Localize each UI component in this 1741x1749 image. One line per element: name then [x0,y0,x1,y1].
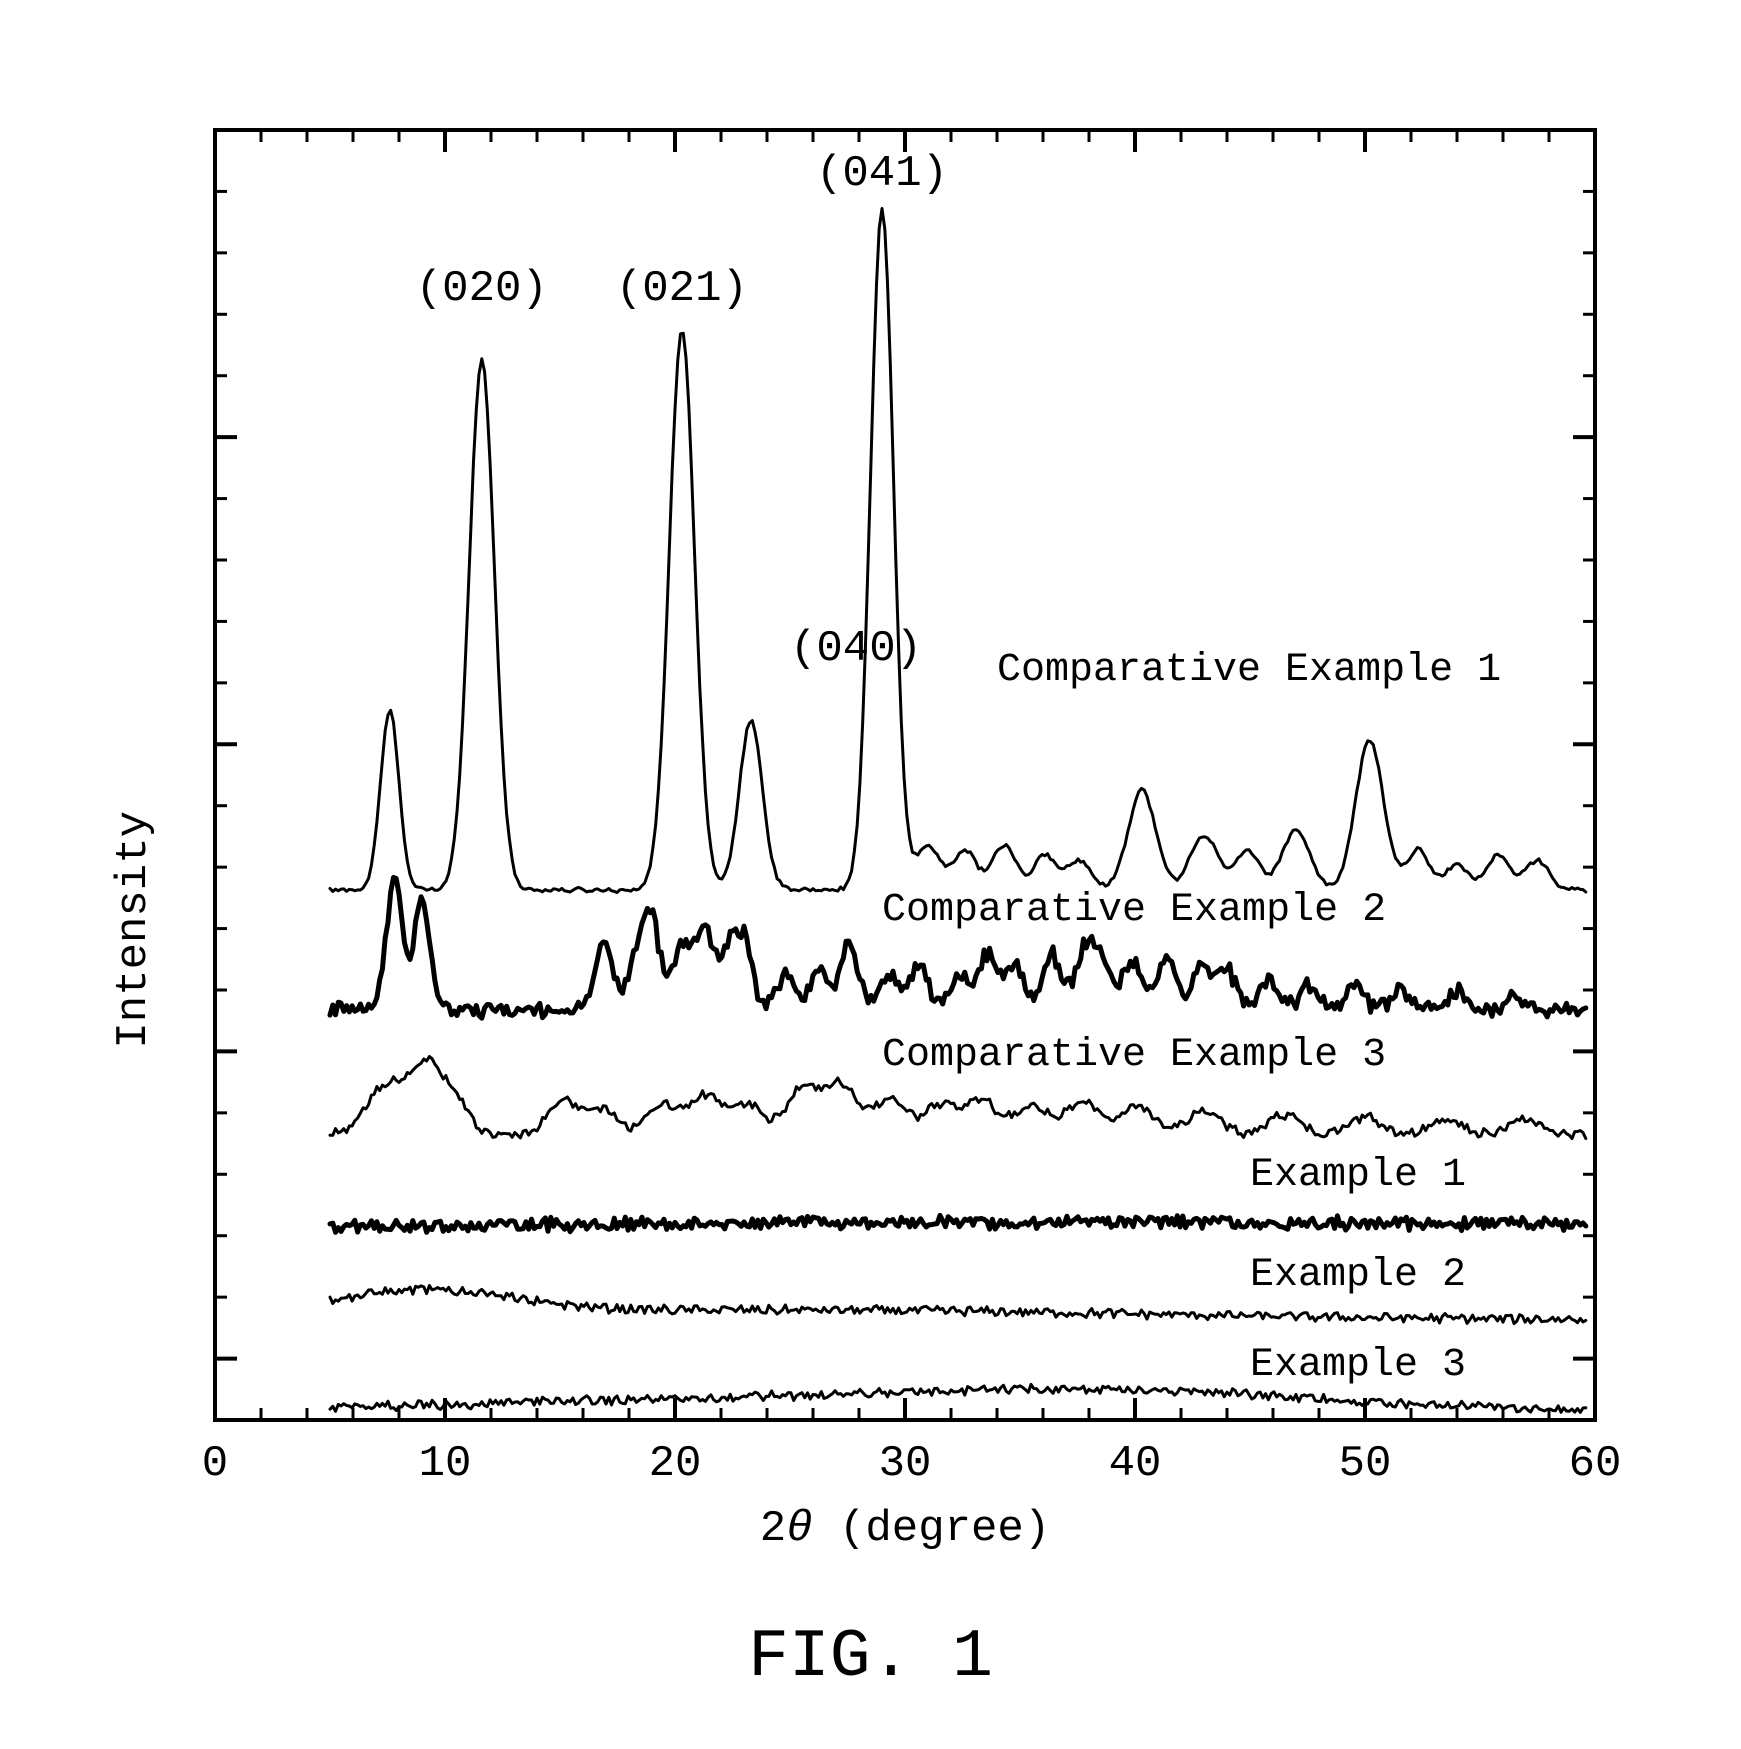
svg-text:Example 3: Example 3 [1250,1343,1466,1388]
svg-text:30: 30 [879,1439,932,1489]
svg-text:Intensity: Intensity [109,811,159,1049]
svg-text:(020): (020) [416,264,548,314]
svg-text:0: 0 [202,1439,228,1489]
figure-container: 0 10 20 30 40 50 60 2θ (degree) Intensity FIG. 1 C… [0,0,1741,1749]
svg-text:Example 1: Example 1 [1250,1153,1466,1198]
xrd-plot: 0 10 20 30 40 50 60 2θ (degree) Intensity FIG. 1 C… [0,0,1741,1749]
svg-text:Comparative Example 2: Comparative Example 2 [882,888,1386,933]
svg-text:Comparative Example 1: Comparative Example 1 [997,648,1501,693]
svg-text:Comparative Example 3: Comparative Example 3 [882,1033,1386,1078]
svg-text:(041): (041) [816,149,948,199]
svg-text:FIG. 1: FIG. 1 [748,1619,993,1696]
svg-text:20: 20 [649,1439,702,1489]
svg-text:60: 60 [1569,1439,1622,1489]
svg-text:(040): (040) [790,624,922,674]
svg-text:40: 40 [1109,1439,1162,1489]
svg-text:50: 50 [1339,1439,1392,1489]
svg-text:10: 10 [419,1439,472,1489]
svg-text:2θ (degree): 2θ (degree) [760,1504,1050,1554]
svg-text:Example 2: Example 2 [1250,1253,1466,1298]
svg-text:(021): (021) [616,264,748,314]
